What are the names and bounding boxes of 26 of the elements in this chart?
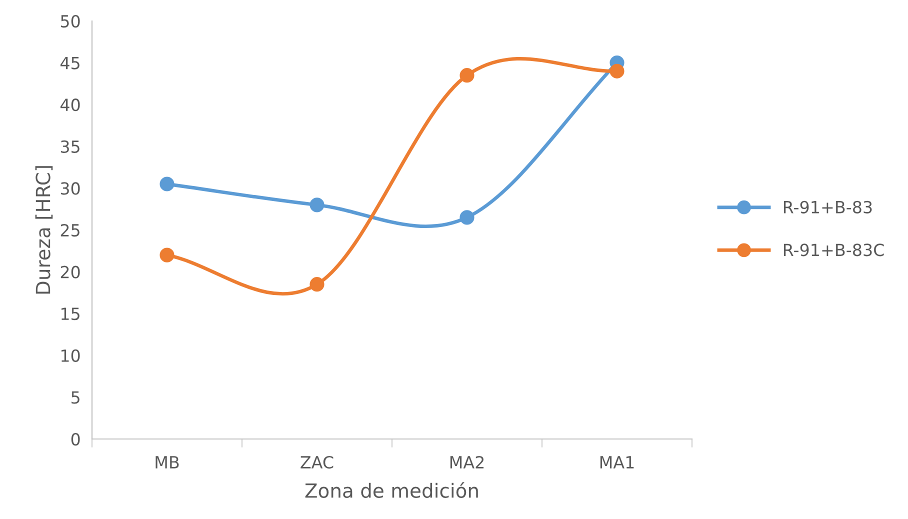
x-tick-label: MA2 [450, 456, 484, 468]
y-tick-label: 0 [71, 432, 80, 446]
x-tick-label: ZAC [300, 456, 334, 469]
y-tick-label: 35 [60, 140, 80, 153]
point [310, 198, 324, 212]
point [610, 64, 624, 78]
y-tick-label: 25 [60, 224, 80, 237]
point [460, 68, 474, 83]
x-tick-label: MA1 [600, 456, 634, 468]
x-tick-label: MB [156, 456, 179, 468]
point [460, 210, 474, 225]
point [160, 248, 174, 262]
legend-label: R-91+B-83C [784, 244, 884, 256]
point [160, 176, 174, 192]
y-tick-label: 10 [62, 349, 80, 362]
legend-label: R-91+B-83 [784, 200, 872, 214]
y-tick-label: 15 [62, 308, 80, 320]
y-tick-label: 50 [60, 14, 80, 28]
y-axis-title: Dureza [HRC] [35, 166, 53, 294]
y-tick-label: 30 [60, 182, 80, 195]
point [310, 277, 324, 292]
y-tick-label: 45 [60, 56, 80, 70]
y-tick-label: 40 [60, 98, 80, 112]
y-tick-label: 5 [72, 391, 80, 404]
y-tick-label: 20 [60, 266, 80, 278]
x-axis-title: Zona de medición [305, 482, 478, 498]
